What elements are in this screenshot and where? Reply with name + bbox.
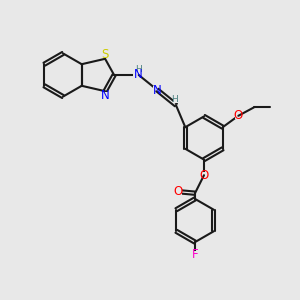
Text: N: N — [134, 68, 143, 82]
Text: H: H — [171, 94, 178, 103]
Text: O: O — [234, 109, 243, 122]
Text: F: F — [192, 248, 198, 261]
Bar — [153, 86, 161, 94]
Bar — [201, 172, 207, 178]
Bar — [102, 92, 108, 98]
Bar — [175, 188, 182, 195]
Text: O: O — [174, 185, 183, 198]
Text: N: N — [101, 88, 110, 102]
Text: H: H — [135, 65, 142, 74]
Bar — [235, 112, 242, 119]
Text: N: N — [153, 83, 162, 97]
Bar — [102, 52, 108, 59]
Text: O: O — [200, 169, 208, 182]
Bar — [172, 96, 179, 103]
Text: S: S — [101, 48, 108, 62]
Bar — [134, 70, 144, 80]
Bar — [192, 251, 198, 258]
